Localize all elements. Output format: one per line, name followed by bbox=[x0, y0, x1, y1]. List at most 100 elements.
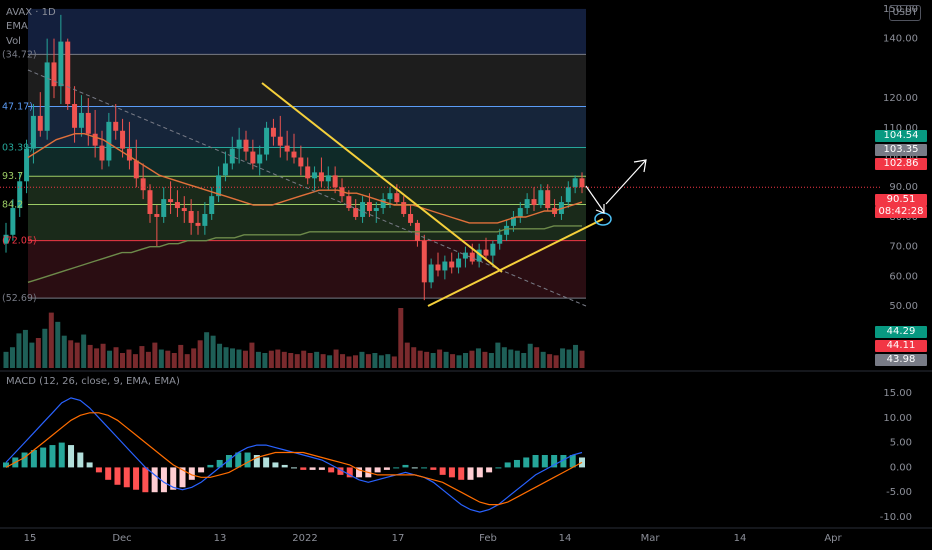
macd-histogram-bar bbox=[58, 442, 65, 468]
fib-band bbox=[28, 176, 586, 205]
candle-body bbox=[65, 41, 71, 105]
volume-bar bbox=[22, 329, 28, 368]
volume-legend[interactable]: Vol bbox=[6, 36, 21, 47]
candle-body bbox=[78, 112, 84, 128]
candle-body bbox=[154, 213, 160, 217]
candle-body bbox=[216, 175, 222, 197]
macd-histogram-bar bbox=[21, 452, 28, 468]
fib-level-label: (34.72) bbox=[2, 49, 37, 60]
candle-body bbox=[394, 193, 400, 203]
symbol-legend[interactable]: AVAX · 1D bbox=[6, 7, 56, 18]
up-arrow-shaft bbox=[605, 159, 647, 205]
fib-retracement-bands bbox=[28, 8, 586, 299]
macd-tick-label: 0.00 bbox=[890, 462, 912, 473]
candle-body bbox=[524, 199, 530, 209]
candle-body bbox=[236, 139, 242, 149]
candle-body bbox=[291, 151, 297, 158]
candle-body bbox=[250, 151, 256, 164]
volume-bar bbox=[210, 335, 216, 368]
macd-histogram-bar bbox=[225, 455, 232, 468]
candle-body bbox=[353, 208, 359, 217]
volume-bar bbox=[29, 342, 35, 368]
volume-bar bbox=[521, 353, 527, 368]
volume-bar bbox=[482, 351, 488, 368]
down-arrow-head bbox=[595, 204, 605, 214]
volume-bar bbox=[534, 347, 540, 368]
macd-histogram-bar bbox=[253, 455, 260, 468]
ema-fast-line bbox=[27, 132, 583, 224]
down-arrow-shaft bbox=[585, 185, 605, 213]
volume-bar bbox=[340, 354, 346, 368]
macd-histogram-bar bbox=[532, 455, 539, 468]
volume-bar bbox=[450, 354, 456, 368]
macd-histogram-bar bbox=[569, 455, 576, 468]
time-tick-label: 13 bbox=[214, 533, 227, 544]
candle-body bbox=[298, 157, 304, 167]
candle-body bbox=[305, 166, 311, 179]
macd-histogram-bar bbox=[430, 467, 437, 470]
candle-body bbox=[510, 216, 516, 226]
macd-line bbox=[5, 397, 583, 513]
volume-bar bbox=[81, 334, 87, 368]
candle-body bbox=[387, 193, 393, 200]
fib-level-label: 47.17) bbox=[2, 101, 33, 112]
fib-band bbox=[28, 204, 586, 241]
volume-bar bbox=[16, 333, 22, 368]
candle-body bbox=[181, 208, 187, 212]
volume-bar bbox=[424, 351, 430, 368]
time-axis[interactable]: 15 Dec 13 2022 17 Feb 14 Mar 14 Apr bbox=[0, 527, 932, 544]
candle-body bbox=[85, 112, 91, 134]
macd-histogram-bar bbox=[272, 462, 279, 468]
macd-histogram-bar bbox=[49, 445, 56, 468]
volume-bar bbox=[152, 342, 158, 368]
volume-bar bbox=[288, 353, 294, 368]
volume-bar bbox=[165, 350, 171, 368]
volume-bar bbox=[107, 350, 113, 368]
macd-histogram-bar bbox=[328, 467, 335, 473]
volume-bar bbox=[469, 350, 475, 368]
price-tick-label: 140.00 bbox=[883, 34, 918, 45]
macd-histogram-bar bbox=[281, 464, 288, 468]
volume-bar bbox=[281, 351, 287, 368]
macd-histogram-bar bbox=[244, 452, 251, 468]
volume-bar bbox=[294, 354, 300, 368]
volume-bar bbox=[560, 348, 566, 368]
bar-countdown-badge: 08:42:28 bbox=[875, 206, 927, 218]
candle-body bbox=[531, 199, 537, 206]
volume-bar bbox=[230, 348, 236, 368]
volume-bar bbox=[3, 351, 9, 368]
candle-body bbox=[318, 172, 324, 182]
volume-bar bbox=[547, 354, 553, 368]
level-badge-103: 103.35 bbox=[875, 144, 927, 156]
volume-bar bbox=[378, 355, 384, 368]
currency-unit-button[interactable]: USDT bbox=[889, 5, 921, 21]
macd-histogram-bar bbox=[77, 452, 84, 468]
macd-histogram-bar bbox=[560, 455, 567, 468]
macd-histogram-bar bbox=[30, 450, 37, 468]
volume-bar bbox=[74, 342, 80, 368]
macd-histogram-bar bbox=[300, 467, 307, 470]
macd-histogram-bar bbox=[105, 467, 112, 480]
candle-body bbox=[44, 62, 50, 131]
candle-body bbox=[120, 130, 126, 149]
volume-bar bbox=[268, 350, 274, 368]
macd-histogram-bar bbox=[86, 462, 93, 468]
candle-body bbox=[168, 199, 174, 203]
volume-bar bbox=[145, 351, 151, 368]
volume-bar bbox=[495, 342, 501, 368]
macd-histogram-bar bbox=[383, 467, 390, 470]
volume-bar bbox=[301, 350, 307, 368]
ema-legend[interactable]: EMA bbox=[6, 21, 28, 32]
ema-lines bbox=[27, 132, 583, 283]
macd-histogram-bar bbox=[513, 459, 520, 468]
candle-body bbox=[195, 222, 201, 226]
volume-bar bbox=[385, 354, 391, 368]
macd-histogram-bar bbox=[309, 467, 316, 470]
macd-legend[interactable]: MACD (12, 26, close, 9, EMA, EMA) bbox=[6, 376, 180, 387]
signal-line bbox=[5, 412, 583, 506]
candle-body bbox=[428, 264, 434, 283]
candlestick-series bbox=[0, 14, 882, 301]
descending-trend-line bbox=[261, 82, 503, 273]
volume-bar bbox=[365, 354, 371, 368]
